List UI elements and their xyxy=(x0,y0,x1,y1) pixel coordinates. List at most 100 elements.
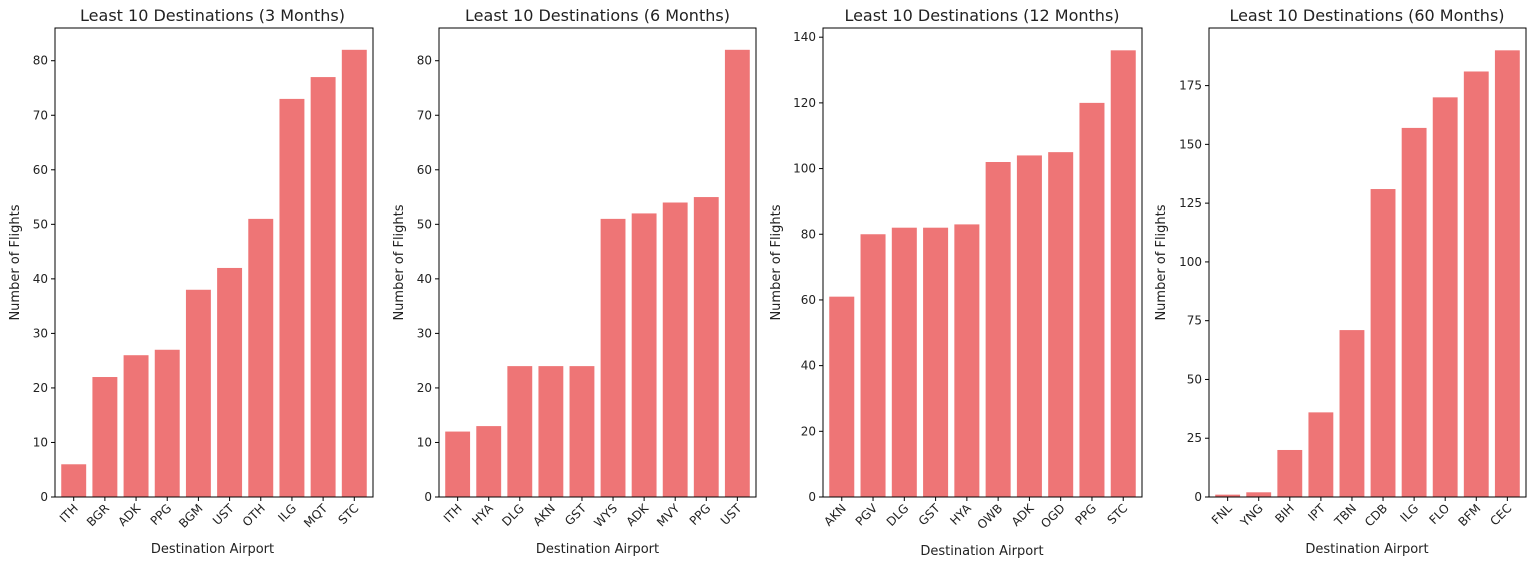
bar xyxy=(445,431,471,497)
y-axis-label: Number of Flights xyxy=(8,204,23,320)
y-tick-label: 70 xyxy=(33,108,48,122)
bar xyxy=(248,218,274,497)
y-tick-label: 20 xyxy=(801,424,816,438)
x-tick-label: CEC xyxy=(1487,501,1514,528)
bar xyxy=(341,49,367,498)
y-tick-label: 50 xyxy=(33,217,48,231)
x-tick-label: ADK xyxy=(1009,500,1038,529)
y-axis-label: Number of Flights xyxy=(392,204,407,320)
bars-group xyxy=(61,49,367,498)
y-tick-label: 0 xyxy=(808,490,816,504)
y-tick-label: 75 xyxy=(1187,314,1202,328)
bar xyxy=(724,49,750,498)
y-tick-label: 20 xyxy=(417,381,432,395)
x-tick-label: HYA xyxy=(469,501,496,528)
y-tick-label: 25 xyxy=(1187,431,1202,445)
y-tick-label: 60 xyxy=(801,293,816,307)
bar xyxy=(507,366,533,497)
bar xyxy=(860,234,886,497)
x-tick-label: STC xyxy=(336,501,362,527)
bar xyxy=(662,202,688,497)
bar xyxy=(1246,492,1272,497)
bar xyxy=(185,289,211,497)
y-ticks-group: 0 25 50 75 100 125 150 175 xyxy=(1179,79,1209,504)
bar xyxy=(1016,155,1042,497)
bar xyxy=(1401,127,1427,497)
bar xyxy=(569,366,595,497)
y-tick-label: 40 xyxy=(417,272,432,286)
x-tick-label: UST xyxy=(718,501,745,528)
chart-panel-1: Least 10 Destinations (3 Months) Number … xyxy=(8,6,374,557)
bar xyxy=(92,377,118,497)
x-tick-label: MVY xyxy=(654,501,683,530)
chart-panel-2: Least 10 Destinations (6 Months) Number … xyxy=(392,6,757,557)
y-tick-label: 120 xyxy=(793,96,816,110)
bar xyxy=(217,267,243,497)
y-tick-label: 50 xyxy=(417,217,432,231)
x-axis-label: Destination Airport xyxy=(920,544,1043,559)
y-tick-label: 60 xyxy=(417,163,432,177)
x-tick-label: HYA xyxy=(947,501,974,528)
chart-title: Least 10 Destinations (60 Months) xyxy=(1229,6,1504,25)
y-tick-label: 0 xyxy=(1194,490,1202,504)
x-tick-label: DLG xyxy=(499,501,527,529)
x-ticks-group: ITH BGR ADK PPG BGM UST OTH ILG MQT STC xyxy=(57,497,362,531)
chart-title: Least 10 Destinations (3 Months) xyxy=(80,6,345,25)
bar xyxy=(310,77,336,497)
x-tick-label: PPG xyxy=(687,501,714,528)
x-tick-label: GST xyxy=(916,501,944,529)
x-ticks-group: FNL YNG BIH IPT TBN CDB ILG FLO BFM CEC xyxy=(1209,497,1514,530)
bar xyxy=(538,366,564,497)
y-tick-label: 80 xyxy=(417,54,432,68)
x-tick-label: BFM xyxy=(1455,501,1483,529)
x-tick-label: UST xyxy=(210,501,237,528)
plot-frame xyxy=(438,27,757,498)
x-tick-label: FLO xyxy=(1426,501,1452,527)
bar xyxy=(829,296,855,497)
x-tick-label: MQT xyxy=(301,501,331,531)
y-tick-label: 80 xyxy=(33,54,48,68)
y-tick-label: 30 xyxy=(33,326,48,340)
chart-title: Least 10 Destinations (12 Months) xyxy=(844,6,1119,25)
bar xyxy=(985,162,1011,497)
bar xyxy=(476,426,502,497)
y-tick-label: 30 xyxy=(417,326,432,340)
x-tick-label: CDB xyxy=(1362,501,1390,529)
bar xyxy=(1277,449,1303,497)
plot-frame xyxy=(54,27,374,498)
y-tick-label: 175 xyxy=(1179,79,1202,93)
x-tick-label: OTH xyxy=(240,501,268,529)
y-tick-label: 50 xyxy=(1187,372,1202,386)
y-tick-label: 40 xyxy=(801,359,816,373)
x-tick-label: PGV xyxy=(853,501,881,529)
x-tick-label: PPG xyxy=(1072,501,1099,528)
x-tick-label: GST xyxy=(562,501,590,529)
bar xyxy=(1308,412,1334,497)
x-tick-label: OWB xyxy=(974,501,1005,532)
y-tick-label: 40 xyxy=(33,272,48,286)
bar xyxy=(631,213,657,498)
y-tick-label: 10 xyxy=(417,435,432,449)
y-tick-label: 100 xyxy=(793,162,816,176)
bar xyxy=(1110,50,1136,497)
x-tick-label: IPT xyxy=(1305,501,1328,524)
x-tick-label: PPG xyxy=(148,501,175,528)
x-tick-label: BGR xyxy=(84,501,112,529)
y-tick-label: 140 xyxy=(793,30,816,44)
bars-group xyxy=(1215,50,1520,498)
bar xyxy=(954,224,980,497)
y-axis-label: Number of Flights xyxy=(769,204,784,320)
chart-panel-3: Least 10 Destinations (12 Months) Number… xyxy=(769,6,1143,559)
x-tick-label: ILG xyxy=(275,501,299,525)
plot-frame xyxy=(1208,27,1527,498)
y-ticks-group: 0 10 20 30 40 50 60 70 80 xyxy=(33,54,55,504)
x-tick-label: TBN xyxy=(1331,501,1359,529)
plot-frame xyxy=(822,27,1143,498)
x-tick-label: ITH xyxy=(441,501,465,525)
x-axis-label: Destination Airport xyxy=(1305,542,1428,557)
y-tick-label: 20 xyxy=(33,381,48,395)
x-tick-label: BIH xyxy=(1272,501,1297,526)
y-tick-label: 60 xyxy=(33,163,48,177)
bar xyxy=(1494,50,1520,497)
